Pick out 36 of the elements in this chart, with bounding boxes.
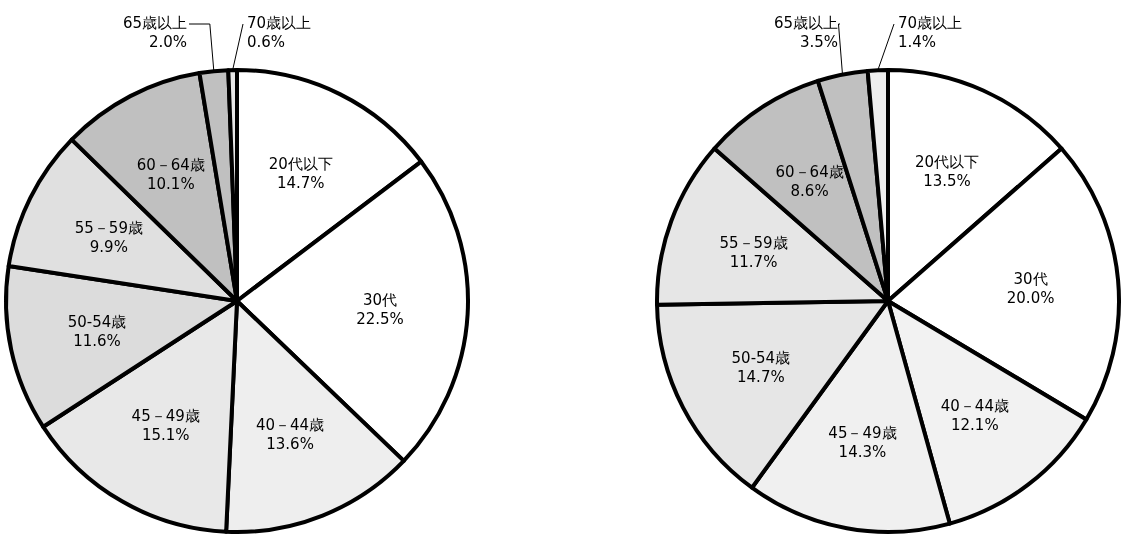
data-label: 8.6% — [790, 182, 829, 201]
slice-label: 50-54歳 — [731, 348, 791, 367]
data-label: 10.1% — [147, 174, 195, 193]
slice-label: 65歳以上 — [773, 14, 838, 32]
slice-label: 55－59歳 — [719, 233, 788, 252]
slice-label: 70歳以上 — [247, 14, 312, 32]
data-label: 14.7% — [737, 367, 785, 386]
slice-label: 20代以下 — [268, 154, 333, 173]
data-label: 0.6% — [247, 33, 286, 51]
data-label: 11.6% — [73, 332, 121, 351]
slice-label: 40－44歳 — [256, 416, 325, 435]
data-label: 14.7% — [276, 173, 325, 192]
slice-label: 65歳以上 — [122, 14, 187, 32]
slice-label: 45－49歳 — [131, 407, 200, 426]
data-label: 11.7% — [729, 252, 778, 271]
slice-label: 60－64歳 — [775, 163, 844, 182]
data-label: 22.5% — [356, 310, 404, 329]
data-label: 1.4% — [898, 33, 937, 51]
data-label: 13.5% — [923, 171, 971, 190]
data-label: 15.1% — [141, 426, 190, 445]
data-label: 20.0% — [1006, 288, 1055, 307]
slice-label: 60－64歳 — [136, 155, 205, 174]
slice-label: 55－59歳 — [74, 219, 143, 238]
slice-label: 30代 — [1013, 269, 1048, 288]
data-label: 9.9% — [89, 238, 128, 257]
data-label: 12.1% — [951, 415, 999, 434]
slice-label: 40－44歳 — [940, 396, 1009, 415]
slice-label: 20代以下 — [915, 152, 980, 171]
slice-label: 70歳以上 — [898, 14, 963, 32]
data-label: 3.5% — [799, 33, 838, 51]
slice-label: 45－49歳 — [828, 423, 897, 442]
data-label: 13.6% — [266, 435, 314, 454]
slice-label: 50-54歳 — [67, 313, 127, 332]
data-label: 2.0% — [148, 33, 187, 51]
data-label: 14.3% — [838, 442, 887, 461]
slice-label: 30代 — [362, 291, 398, 310]
